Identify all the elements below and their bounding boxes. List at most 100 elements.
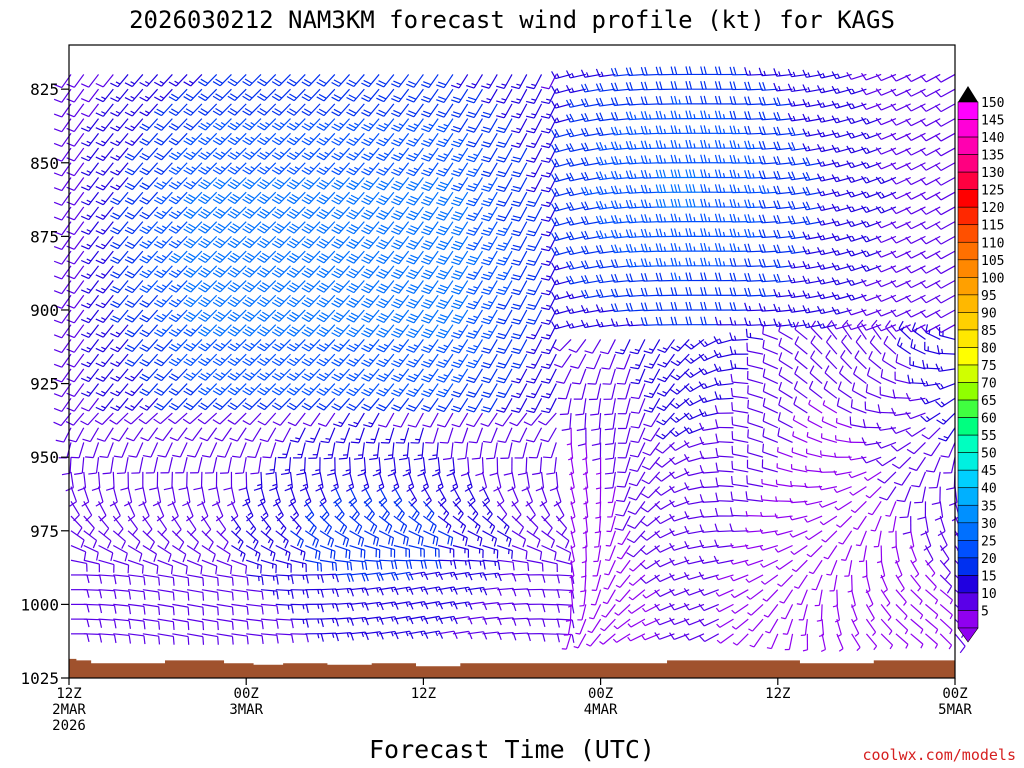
- wind-barb-staff: [275, 603, 292, 606]
- wind-barb-staff: [174, 412, 188, 425]
- wind-barb-half: [161, 328, 167, 332]
- wind-barb-half: [237, 539, 242, 544]
- wind-barb-staff: [88, 250, 100, 265]
- wind-barb-full: [212, 139, 221, 146]
- wind-barb-full: [187, 636, 190, 645]
- wind-barb-full: [223, 541, 229, 550]
- wind-barb-full: [53, 349, 63, 354]
- wind-barb-full: [153, 418, 161, 425]
- wind-barb-staff: [224, 442, 232, 458]
- wind-barb-staff: [161, 235, 173, 249]
- wind-barb-staff: [131, 88, 144, 102]
- wind-barb-staff: [264, 147, 277, 160]
- wind-barb-half: [101, 331, 106, 335]
- wind-barb-full: [171, 402, 179, 408]
- wind-barb-full: [153, 302, 162, 308]
- wind-barb-staff: [102, 74, 114, 88]
- wind-barb-full: [202, 223, 211, 229]
- wind-barb-staff: [73, 162, 85, 177]
- wind-barb-staff: [121, 442, 129, 458]
- wind-barb-full: [215, 328, 223, 335]
- wind-barb-staff: [127, 574, 145, 578]
- wind-barb-staff: [88, 294, 100, 309]
- wind-barb-full: [110, 552, 114, 561]
- wind-barb-full: [153, 228, 162, 234]
- wind-barb-staff: [219, 118, 232, 131]
- wind-barb-full: [198, 301, 206, 308]
- wind-barb-staff: [643, 176, 660, 179]
- wind-barb-staff: [104, 427, 114, 442]
- wind-barb-staff: [643, 147, 660, 150]
- wind-barb-staff: [231, 603, 248, 608]
- wind-barb-full: [291, 619, 294, 629]
- wind-barb-full: [454, 441, 463, 444]
- wind-barb-staff: [231, 530, 244, 543]
- wind-barb-half: [220, 136, 226, 141]
- wind-barb-half: [479, 561, 482, 566]
- wind-barb-full: [185, 387, 194, 394]
- wind-barb-staff: [260, 501, 269, 516]
- wind-barb-full: [257, 272, 265, 278]
- wind-barb-full: [187, 607, 190, 616]
- wind-barb-staff: [73, 147, 85, 162]
- wind-barb-staff: [131, 265, 144, 279]
- wind-barb-full: [214, 437, 223, 442]
- wind-barb-full: [257, 213, 265, 219]
- wind-barb-full: [257, 125, 265, 131]
- wind-barb-full: [246, 606, 249, 615]
- wind-barb-full: [95, 97, 104, 103]
- wind-barb-full: [153, 553, 158, 562]
- wind-barb-staff: [643, 279, 660, 282]
- wind-barb-staff: [320, 573, 337, 576]
- wind-barb-full: [171, 329, 179, 335]
- wind-barb-staff: [452, 559, 469, 562]
- wind-barb-staff: [113, 589, 130, 592]
- wind-barb-full: [229, 137, 238, 143]
- wind-barb-full: [110, 97, 119, 102]
- wind-barb-staff: [147, 427, 159, 442]
- wind-barb-staff: [438, 559, 455, 562]
- wind-barb-full: [138, 501, 147, 507]
- wind-barb-full: [227, 501, 235, 507]
- wind-barb-staff: [73, 309, 85, 324]
- wind-barb-full: [156, 241, 165, 247]
- wind-barb-full: [244, 255, 253, 261]
- wind-barb-staff: [88, 191, 100, 206]
- wind-barb-half: [176, 181, 182, 185]
- wind-barb-full: [350, 441, 360, 444]
- wind-barb-full: [244, 93, 253, 99]
- wind-barb-full: [193, 487, 202, 491]
- wind-barb-half: [101, 287, 106, 291]
- wind-barb-full: [153, 258, 162, 264]
- wind-barb-staff: [190, 206, 203, 219]
- wind-barb-full: [257, 95, 265, 102]
- wind-barb-full: [217, 282, 226, 288]
- wind-barb-half: [604, 559, 610, 562]
- wind-barb-staff: [234, 221, 247, 234]
- wind-barb-full: [188, 311, 196, 317]
- wind-barb-full: [80, 245, 90, 250]
- wind-barb-full: [247, 267, 255, 273]
- wind-barb-full: [156, 388, 165, 394]
- wind-barb-half: [235, 136, 241, 141]
- wind-barb-half: [161, 269, 167, 273]
- wind-barb-half: [340, 438, 346, 441]
- wind-barb-full: [227, 81, 236, 87]
- wind-barb-staff: [146, 353, 159, 367]
- wind-barb-staff: [157, 501, 165, 517]
- wind-barb-staff: [249, 265, 262, 278]
- wind-barb-full: [139, 405, 148, 411]
- wind-barb-staff: [117, 118, 129, 132]
- wind-barb-full: [271, 81, 280, 87]
- wind-barb-full: [153, 331, 162, 337]
- wind-barb-full: [187, 577, 190, 586]
- wind-barb-staff: [175, 147, 188, 161]
- wind-barb-full: [128, 635, 132, 644]
- wind-barb-staff: [135, 442, 144, 458]
- wind-barb-full: [153, 390, 162, 396]
- wind-barb-half: [176, 166, 182, 170]
- wind-barb-full: [229, 122, 238, 128]
- wind-barb-staff: [190, 280, 203, 293]
- wind-barb-full: [217, 592, 219, 601]
- wind-barb-full: [212, 360, 221, 367]
